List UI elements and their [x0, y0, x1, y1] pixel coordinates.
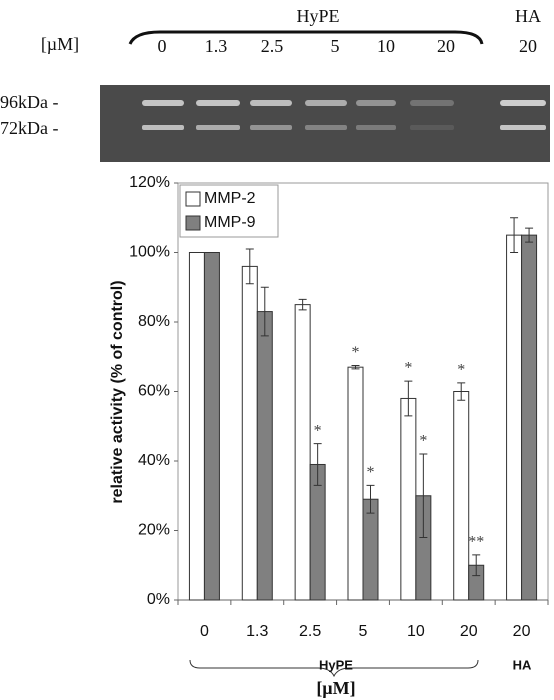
gel-lane-label: 0: [158, 36, 167, 56]
gel-lane-label: 20: [519, 36, 537, 56]
gel-image: [100, 85, 550, 162]
significance-marker: **: [468, 533, 484, 550]
x-tick-label: 20: [513, 623, 531, 640]
y-tick-label: 0%: [147, 591, 170, 608]
significance-marker: *: [457, 361, 465, 378]
bar: [295, 305, 310, 600]
x-tick-label: 1.3: [246, 623, 268, 640]
significance-marker: *: [314, 422, 322, 439]
y-tick-label: 80%: [138, 313, 170, 330]
x-tick-label: 10: [407, 623, 425, 640]
bar: [348, 367, 363, 600]
page: {"gel": {"group_labels": ["HyPE", "HA"],…: [0, 0, 554, 700]
bar: [204, 253, 219, 601]
legend-swatch: [186, 192, 200, 206]
bar: [507, 235, 522, 600]
x-group-label: HA: [513, 657, 532, 672]
gel-lane-label: 5: [331, 36, 340, 56]
gel-marker: 72kDa -: [0, 118, 58, 138]
y-tick-label: 120%: [129, 174, 170, 191]
x-tick-label: 0: [200, 623, 209, 640]
legend-label: MMP-9: [204, 214, 256, 231]
x-tick-label: 5: [359, 623, 368, 640]
y-tick-label: 40%: [138, 452, 170, 469]
gel-lane-label: 10: [377, 36, 395, 56]
bar: [189, 253, 204, 601]
bar: [522, 235, 537, 600]
gel-group-label: HyPE: [296, 6, 339, 26]
y-axis-title: relative activity (% of control): [109, 280, 126, 503]
significance-marker: *: [367, 464, 375, 481]
bar: [454, 392, 469, 601]
y-tick-label: 100%: [129, 244, 170, 261]
bar: [363, 499, 378, 600]
x-group-label: HyPE: [319, 657, 353, 672]
x-axis-title: [µM]: [316, 678, 355, 698]
gel-lane-label: 1.3: [205, 36, 228, 56]
gel-unit-label: [µM]: [41, 34, 79, 54]
figure: HyPE HA [µM] 0 1.3 2.5 5 10 20 20 96kDa …: [0, 0, 554, 700]
legend-label: MMP-2: [204, 190, 256, 207]
gel-lane-label: 20: [437, 36, 455, 56]
y-tick-label: 60%: [138, 383, 170, 400]
bar: [242, 266, 257, 600]
gel-brace: [130, 32, 482, 44]
gel-lane-label: 2.5: [261, 36, 284, 56]
legend-swatch: [186, 216, 200, 230]
x-tick-label: 20: [460, 623, 478, 640]
gel-marker: 96kDa -: [0, 92, 58, 112]
gel-group-label: HA: [515, 6, 541, 26]
significance-marker: *: [404, 360, 412, 377]
bar: [401, 398, 416, 600]
x-tick-label: 2.5: [299, 623, 321, 640]
significance-marker: *: [419, 433, 427, 450]
bar: [257, 312, 272, 600]
y-tick-label: 20%: [138, 522, 170, 539]
significance-marker: *: [352, 344, 360, 361]
